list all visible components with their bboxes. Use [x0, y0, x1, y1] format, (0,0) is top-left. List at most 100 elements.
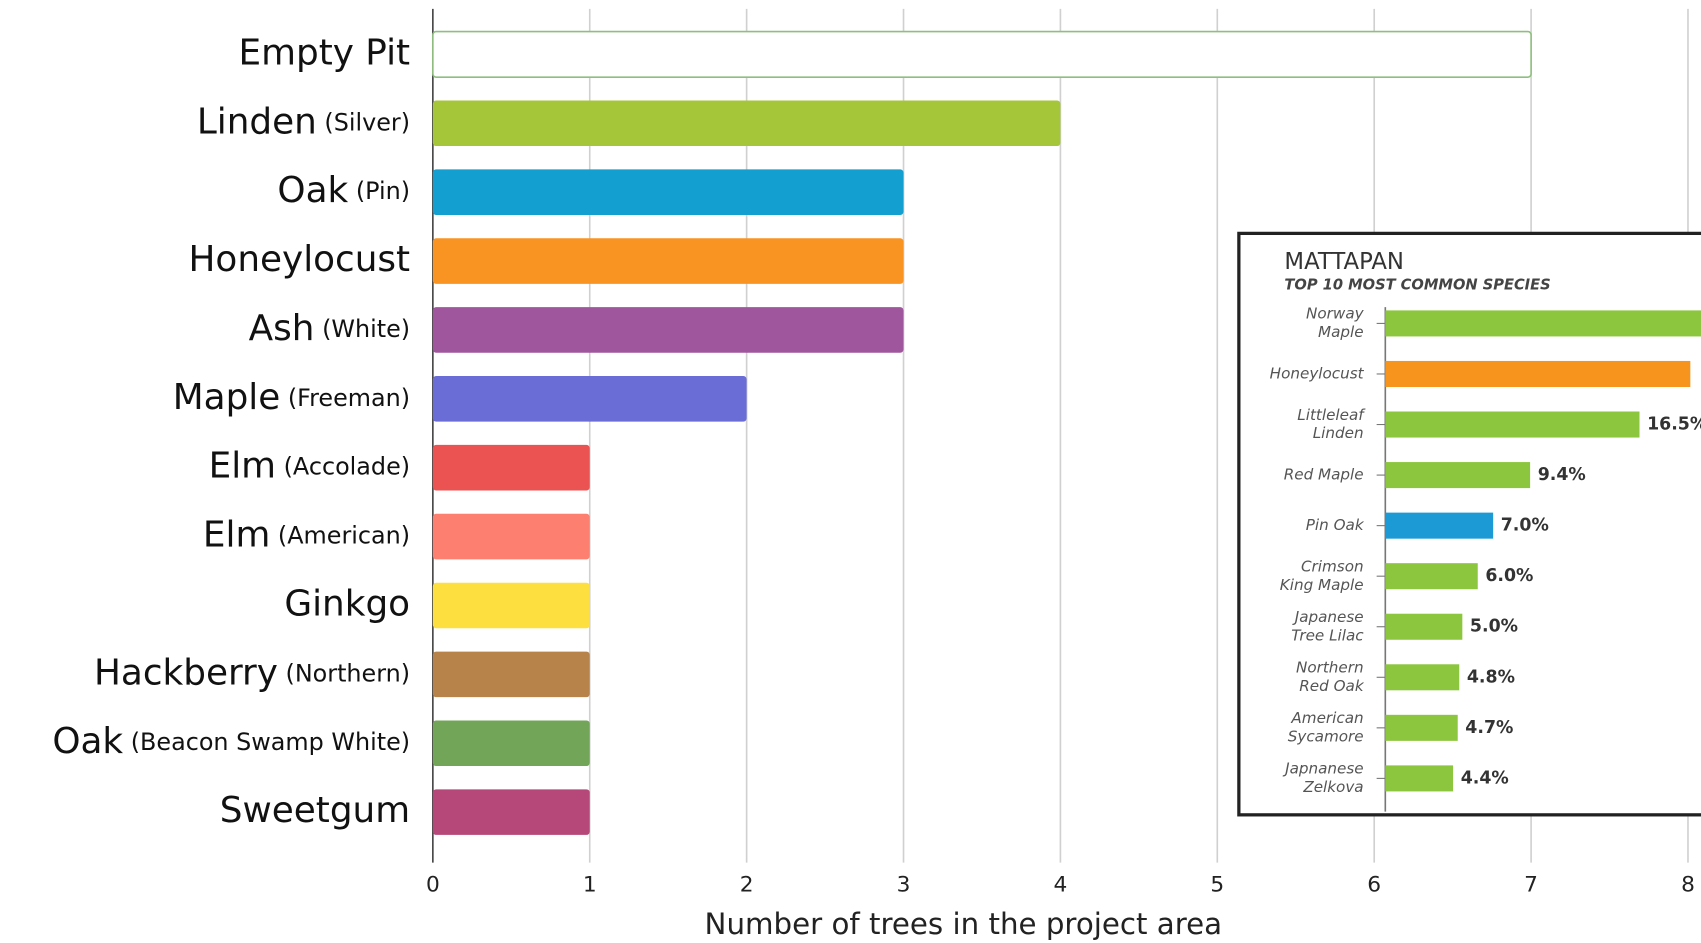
bar: [432, 100, 1061, 147]
category-note: (Accolade): [284, 452, 410, 480]
category-note: (Beacon Swamp White): [131, 728, 410, 756]
inset-title: MATTAPAN: [1284, 249, 1404, 275]
category-name: Ash: [249, 308, 315, 349]
x-tick-label: 2: [740, 872, 754, 897]
category-note: [348, 177, 356, 205]
inset-category-label: Japanese: [1292, 608, 1364, 626]
y-tick-label: Elm (American): [203, 515, 410, 556]
inset-bar: [1385, 613, 1463, 640]
x-tick-label: 4: [1054, 872, 1068, 897]
y-tick-label: Oak (Beacon Swamp White): [52, 721, 410, 762]
inset-bar: [1385, 360, 1691, 387]
bar: [432, 513, 590, 560]
category-note: [270, 521, 278, 549]
category-note: [314, 314, 322, 342]
inset-bar: [1385, 563, 1478, 590]
inset-category-label: Linden: [1313, 424, 1364, 442]
category-name: Honeylocust: [189, 239, 411, 280]
category-note: (Freeman): [288, 383, 410, 411]
bar: [432, 651, 590, 698]
bar: [432, 376, 747, 422]
category-name: Linden: [197, 101, 317, 142]
category-note: (Pin): [356, 177, 410, 205]
x-tick-label: 8: [1681, 872, 1695, 897]
y-tick-label: Oak (Pin): [277, 170, 410, 211]
y-tick-label: Ginkgo: [284, 583, 410, 624]
category-note: [317, 108, 325, 136]
bar: [432, 30, 1532, 78]
y-tick-label: Empty Pit: [239, 32, 411, 73]
bar: [432, 238, 904, 284]
category-name: Oak: [277, 170, 348, 211]
category-note: [123, 728, 131, 756]
category-note: [276, 452, 284, 480]
inset-bar: [1385, 714, 1458, 741]
category-note: (American): [278, 521, 410, 549]
x-tick-label: 6: [1367, 872, 1381, 897]
bar: [432, 789, 590, 835]
inset-category-label: Pin Oak: [1306, 516, 1365, 534]
category-note: (Northern): [286, 659, 411, 687]
bar: [432, 444, 590, 491]
inset-category-label: Zelkova: [1302, 778, 1363, 796]
bar: [432, 169, 904, 215]
category-note: [280, 383, 288, 411]
category-name: Elm: [203, 515, 270, 556]
inset-value-label: 4.8%: [1467, 667, 1515, 687]
x-tick-label: 5: [1210, 872, 1224, 897]
inset-value-label: 6.0%: [1485, 566, 1533, 586]
inset-category-label: Red Maple: [1284, 466, 1364, 484]
inset-value-label: 7.0%: [1501, 516, 1549, 536]
category-name: Hackberry: [94, 652, 278, 693]
category-name: Empty Pit: [239, 32, 411, 73]
bar: [432, 582, 590, 629]
inset-category-label: Japnanese: [1282, 760, 1364, 778]
category-name: Maple: [173, 377, 280, 418]
y-tick-label: Elm (Accolade): [209, 446, 410, 487]
y-tick-label: Linden (Silver): [197, 101, 410, 142]
category-name: Oak: [52, 721, 123, 762]
inset-value-label: 9.4%: [1538, 465, 1586, 485]
y-tick-label: Ash (White): [249, 308, 410, 349]
category-note: (Silver): [324, 108, 410, 136]
inset-value-label: 4.7%: [1465, 718, 1513, 738]
inset-category-label: Honeylocust: [1270, 364, 1365, 382]
inset-category-label: Red Oak: [1299, 677, 1365, 695]
inset-category-label: King Maple: [1280, 576, 1364, 594]
inset-bar: [1385, 411, 1640, 438]
category-name: Ginkgo: [284, 583, 410, 624]
bar: [432, 307, 904, 353]
inset-bar: [1385, 462, 1531, 489]
inset-category-label: Northern: [1296, 659, 1364, 677]
y-tick-label: Maple (Freeman): [173, 377, 410, 418]
inset-bar: [1385, 310, 1701, 337]
inset-category-label: Tree Lilac: [1291, 626, 1364, 644]
y-tick-label: Sweetgum: [220, 790, 410, 831]
inset-category-label: Norway: [1306, 305, 1365, 323]
inset-bar: [1385, 664, 1460, 691]
x-tick-label: 0: [426, 872, 440, 897]
category-note: (White): [322, 314, 410, 342]
x-axis-title: Number of trees in the project area: [705, 907, 1223, 941]
category-name: Sweetgum: [220, 790, 410, 831]
x-tick-label: 3: [897, 872, 911, 897]
x-tick-label: 7: [1524, 872, 1538, 897]
category-name: Elm: [209, 446, 276, 487]
y-tick-label: Hackberry (Northern): [94, 652, 410, 693]
y-tick-label: Honeylocust: [189, 239, 411, 280]
inset-value-label: 4.4%: [1461, 768, 1509, 788]
inset-value-label: 5.0%: [1470, 617, 1518, 637]
inset-bar: [1385, 765, 1454, 792]
inset-value-label: 16.5%: [1647, 415, 1701, 435]
inset-subtitle: TOP 10 MOST COMMON SPECIES: [1284, 276, 1550, 293]
inset-category-label: Crimson: [1301, 557, 1364, 575]
category-note: [278, 659, 286, 687]
inset-category-label: American: [1290, 709, 1363, 727]
inset-category-label: Sycamore: [1288, 728, 1364, 746]
inset-category-label: Littleleaf: [1297, 406, 1366, 424]
x-tick-label: 1: [583, 872, 597, 897]
inset-bar: [1385, 512, 1494, 539]
inset-category-label: Maple: [1318, 323, 1364, 341]
